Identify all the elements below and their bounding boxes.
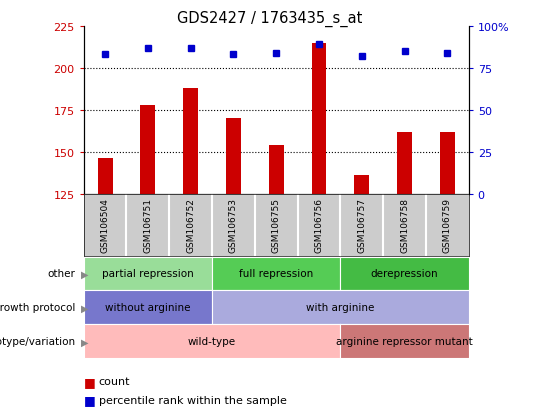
Bar — [226, 119, 241, 194]
Text: growth protocol: growth protocol — [0, 303, 76, 313]
Text: percentile rank within the sample: percentile rank within the sample — [99, 395, 287, 405]
Bar — [397, 132, 412, 194]
Text: GSM106751: GSM106751 — [144, 197, 152, 252]
Text: GSM106504: GSM106504 — [100, 197, 110, 252]
Text: ▶: ▶ — [81, 337, 89, 347]
Bar — [440, 132, 455, 194]
Text: GSM106756: GSM106756 — [314, 197, 323, 252]
Text: GSM106758: GSM106758 — [400, 197, 409, 252]
Text: ▶: ▶ — [81, 269, 89, 279]
Text: without arginine: without arginine — [105, 303, 191, 313]
Bar — [354, 176, 369, 194]
Bar — [140, 105, 156, 194]
Text: GSM106759: GSM106759 — [443, 197, 452, 252]
Text: with arginine: with arginine — [306, 303, 375, 313]
Bar — [269, 146, 284, 194]
Text: other: other — [48, 269, 76, 279]
Text: GSM106753: GSM106753 — [229, 197, 238, 252]
Bar — [98, 159, 112, 194]
Text: genotype/variation: genotype/variation — [0, 337, 76, 347]
Text: ▶: ▶ — [81, 303, 89, 313]
Text: arginine repressor mutant: arginine repressor mutant — [336, 337, 473, 347]
Bar — [183, 89, 198, 194]
Text: GSM106757: GSM106757 — [357, 197, 366, 252]
Text: ■: ■ — [84, 375, 96, 388]
Text: GDS2427 / 1763435_s_at: GDS2427 / 1763435_s_at — [177, 10, 363, 26]
Text: GSM106755: GSM106755 — [272, 197, 281, 252]
Text: ■: ■ — [84, 393, 96, 406]
Bar — [312, 43, 327, 194]
Text: full repression: full repression — [239, 269, 313, 279]
Text: count: count — [99, 376, 130, 386]
Text: derepression: derepression — [371, 269, 438, 279]
Text: partial repression: partial repression — [102, 269, 194, 279]
Text: wild-type: wild-type — [188, 337, 236, 347]
Text: GSM106752: GSM106752 — [186, 197, 195, 252]
